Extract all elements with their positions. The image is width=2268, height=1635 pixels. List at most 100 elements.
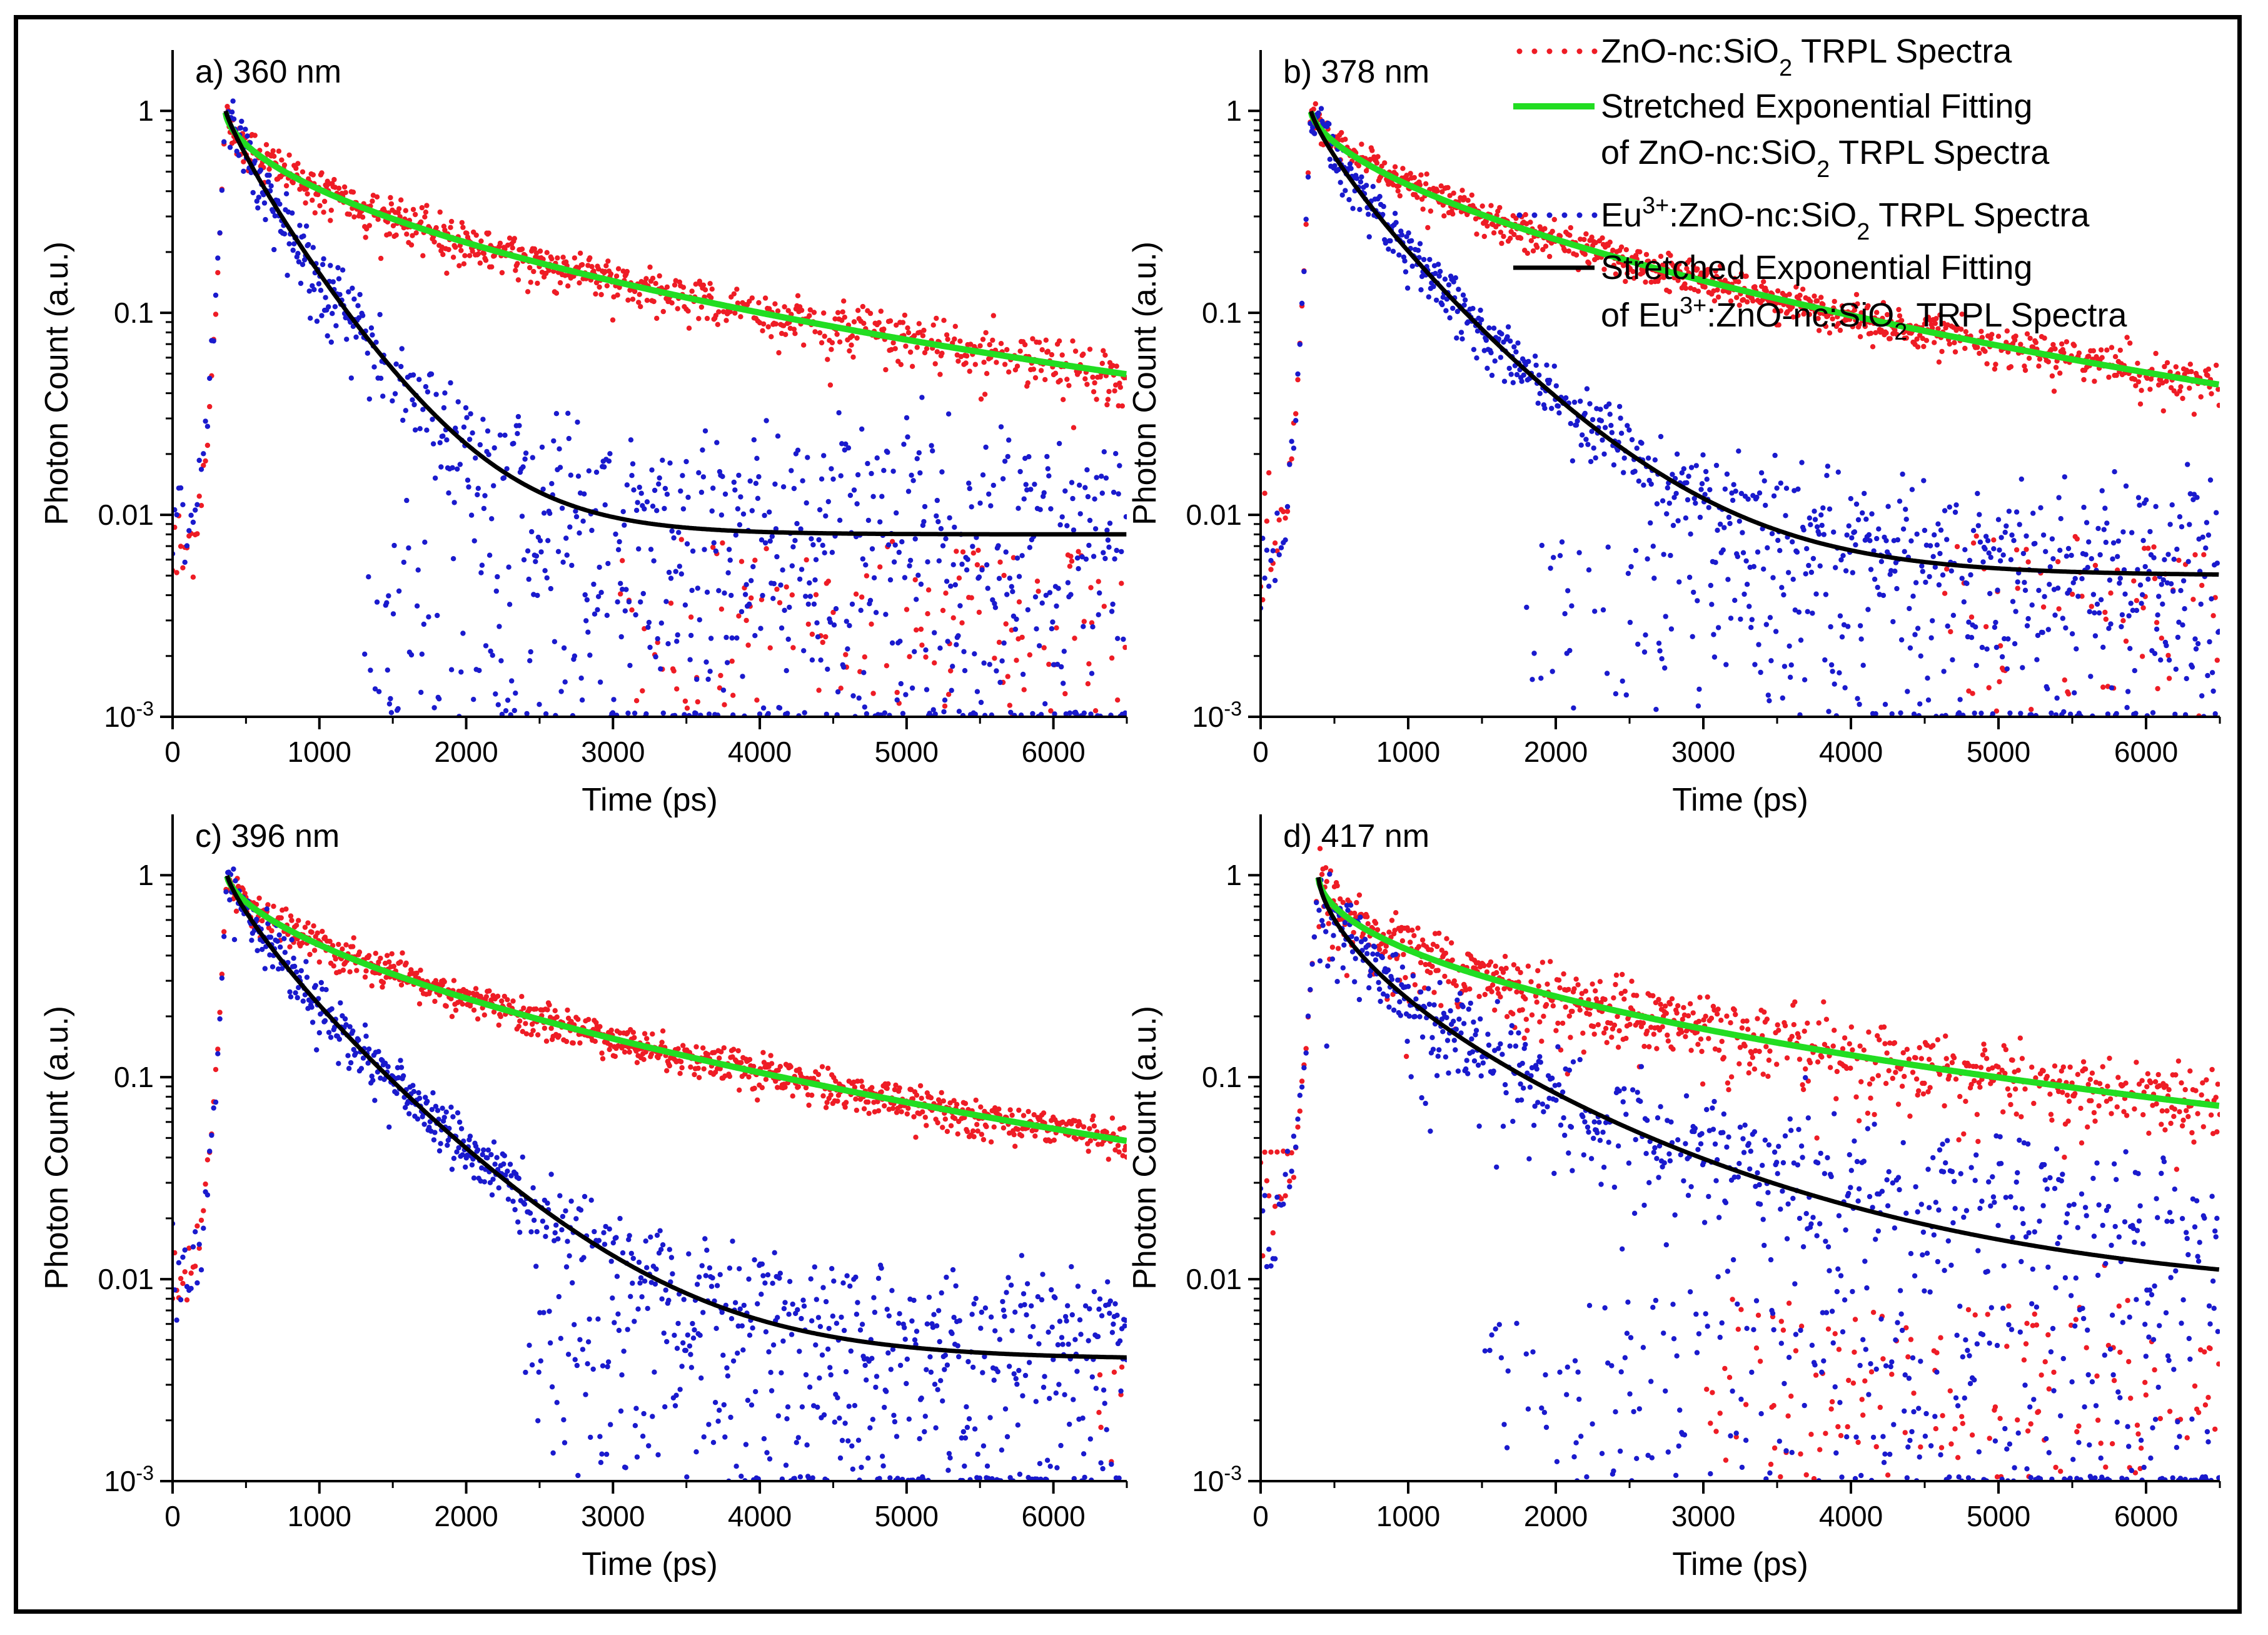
- data-point: [883, 367, 889, 373]
- data-point: [491, 1009, 497, 1015]
- data-point: [932, 660, 937, 666]
- data-point: [1607, 412, 1613, 417]
- data-point: [1050, 619, 1056, 625]
- data-point: [300, 261, 306, 268]
- data-point: [669, 300, 675, 306]
- data-point: [1061, 397, 1066, 402]
- data-point: [900, 320, 906, 325]
- data-point: [1818, 295, 1824, 300]
- data-point: [1977, 350, 1982, 357]
- data-point: [1815, 316, 1821, 321]
- data-point: [612, 1053, 618, 1060]
- data-point: [816, 687, 822, 693]
- data-point: [390, 398, 395, 404]
- data-point: [1386, 246, 1391, 252]
- data-point: [388, 696, 393, 702]
- data-point: [775, 308, 781, 314]
- data-point: [2086, 539, 2092, 545]
- data-point: [2022, 587, 2029, 593]
- data-point: [1562, 611, 1568, 617]
- data-point: [1860, 510, 1865, 516]
- data-point: [1438, 183, 1444, 189]
- data-point: [2119, 612, 2125, 618]
- data-point: [1803, 571, 1808, 577]
- data-point: [1119, 549, 1124, 555]
- data-point: [1415, 248, 1421, 253]
- data-point: [597, 564, 602, 570]
- data-point: [2040, 604, 2047, 610]
- data-point: [884, 663, 890, 669]
- data-point: [637, 304, 643, 310]
- data-point: [1700, 452, 1706, 458]
- data-point: [2072, 690, 2077, 696]
- data-point: [308, 315, 313, 321]
- data-point: [1625, 570, 1631, 576]
- data-point: [462, 253, 468, 258]
- data-point: [1848, 496, 1853, 502]
- data-point: [642, 1031, 648, 1036]
- data-point: [579, 697, 585, 703]
- data-point: [941, 709, 947, 715]
- data-point: [2072, 343, 2077, 348]
- data-point: [1645, 556, 1650, 562]
- data-point: [1691, 495, 1697, 502]
- data-point: [729, 658, 735, 664]
- data-point: [2137, 401, 2144, 407]
- data-point: [215, 255, 221, 261]
- data-point: [831, 622, 837, 628]
- data-point: [985, 585, 990, 591]
- data-point: [2169, 502, 2175, 508]
- data-point: [952, 323, 959, 329]
- data-point: [1855, 696, 1860, 702]
- data-point: [1284, 509, 1291, 514]
- data-point: [1989, 332, 1995, 337]
- data-point: [1997, 679, 2002, 685]
- data-point: [894, 322, 899, 328]
- data-point: [2189, 368, 2194, 375]
- data-point: [1665, 485, 1670, 491]
- data-point: [617, 539, 622, 545]
- y-axis-label: Photon Count (a.u.): [39, 241, 75, 525]
- data-point: [1470, 306, 1476, 311]
- data-point: [1313, 101, 1318, 107]
- data-point: [965, 557, 970, 562]
- data-point: [833, 606, 839, 612]
- data-point: [465, 477, 471, 483]
- data-point: [823, 513, 829, 519]
- data-point: [432, 475, 438, 481]
- data-point: [489, 516, 495, 522]
- series-eu-data: [1261, 106, 2220, 717]
- data-point: [1121, 1125, 1127, 1131]
- data-point: [701, 1066, 707, 1072]
- data-point: [330, 311, 335, 316]
- data-point: [1017, 468, 1023, 475]
- data-point: [1578, 236, 1583, 242]
- data-point: [2166, 657, 2172, 663]
- plot-area: [1261, 101, 2220, 717]
- data-point: [947, 515, 952, 521]
- data-point: [1750, 298, 1756, 304]
- data-point: [1666, 500, 1672, 506]
- data-point: [1838, 557, 1844, 563]
- data-point: [326, 304, 331, 310]
- data-point: [444, 270, 450, 276]
- data-point: [662, 485, 668, 492]
- data-point: [1104, 527, 1110, 533]
- data-point: [861, 670, 867, 676]
- data-point: [707, 281, 713, 286]
- data-point: [1057, 522, 1063, 528]
- data-point: [791, 326, 797, 332]
- data-point: [782, 607, 787, 613]
- data-point: [1686, 257, 1693, 263]
- data-point: [2140, 605, 2146, 610]
- data-point: [762, 540, 769, 546]
- data-point: [907, 563, 912, 569]
- data-point: [646, 619, 652, 625]
- data-point: [2038, 505, 2044, 510]
- data-point: [1059, 514, 1065, 520]
- data-point: [1566, 248, 1571, 254]
- data-point: [823, 634, 829, 640]
- data-point: [2081, 504, 2087, 510]
- data-point: [1117, 385, 1124, 390]
- data-point: [2135, 495, 2142, 500]
